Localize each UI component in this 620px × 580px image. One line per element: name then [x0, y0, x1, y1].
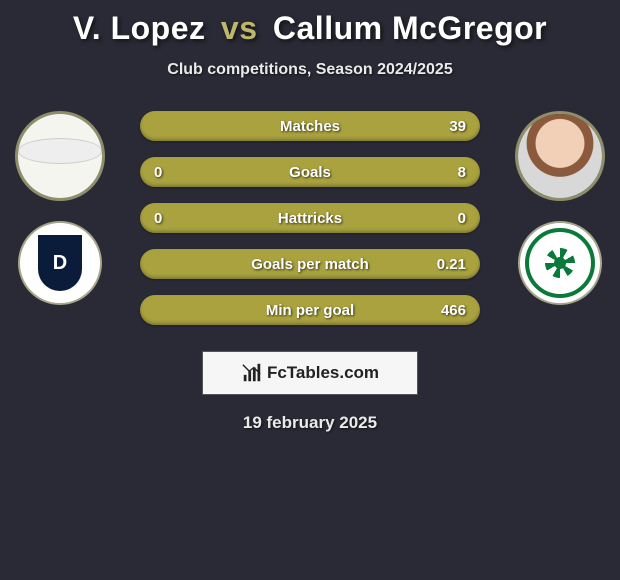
stat-right-value: 0.21: [437, 256, 466, 273]
stat-label: Matches: [280, 118, 340, 135]
stat-label: Hattricks: [278, 210, 342, 227]
player2-club-crest: [518, 221, 602, 305]
stat-left-value: 0: [154, 164, 162, 181]
stat-bar-goals: 0 Goals 8: [140, 157, 480, 187]
date: 19 february 2025: [0, 413, 620, 433]
stat-bar-min-per-goal: Min per goal 466: [140, 295, 480, 325]
player-photo-icon: [518, 114, 602, 198]
stat-bar-hattricks: 0 Hattricks 0: [140, 203, 480, 233]
title-player2: Callum McGregor: [273, 10, 547, 46]
watermark-text: FcTables.com: [267, 363, 379, 383]
stat-label: Goals: [289, 164, 331, 181]
player2-column: [500, 111, 620, 305]
comparison-wrap: D Matches 39 0 Goals 8 0 Hattricks 0 Goa…: [0, 111, 620, 325]
page-title: V. Lopez vs Callum McGregor: [0, 0, 620, 47]
stat-label: Goals per match: [251, 256, 369, 273]
player1-column: D: [0, 111, 120, 305]
stat-left-value: 0: [154, 210, 162, 227]
player1-avatar: [15, 111, 105, 201]
stat-right-value: 0: [458, 210, 466, 227]
title-player1: V. Lopez: [73, 10, 206, 46]
stat-bar-matches: Matches 39: [140, 111, 480, 141]
player1-club-crest: D: [18, 221, 102, 305]
celtic-clover-icon: [525, 228, 595, 298]
stat-bar-goals-per-match: Goals per match 0.21: [140, 249, 480, 279]
stat-right-value: 466: [441, 302, 466, 319]
stat-label: Min per goal: [266, 302, 354, 319]
watermark: FcTables.com: [202, 351, 418, 395]
placeholder-silhouette-icon: [18, 138, 102, 163]
title-vs: vs: [221, 10, 258, 46]
subtitle: Club competitions, Season 2024/2025: [0, 61, 620, 79]
stat-right-value: 39: [449, 118, 466, 135]
stat-right-value: 8: [458, 164, 466, 181]
player2-avatar: [515, 111, 605, 201]
shield-icon: D: [38, 235, 82, 291]
stat-bars: Matches 39 0 Goals 8 0 Hattricks 0 Goals…: [140, 111, 480, 325]
bar-chart-icon: [241, 362, 263, 384]
